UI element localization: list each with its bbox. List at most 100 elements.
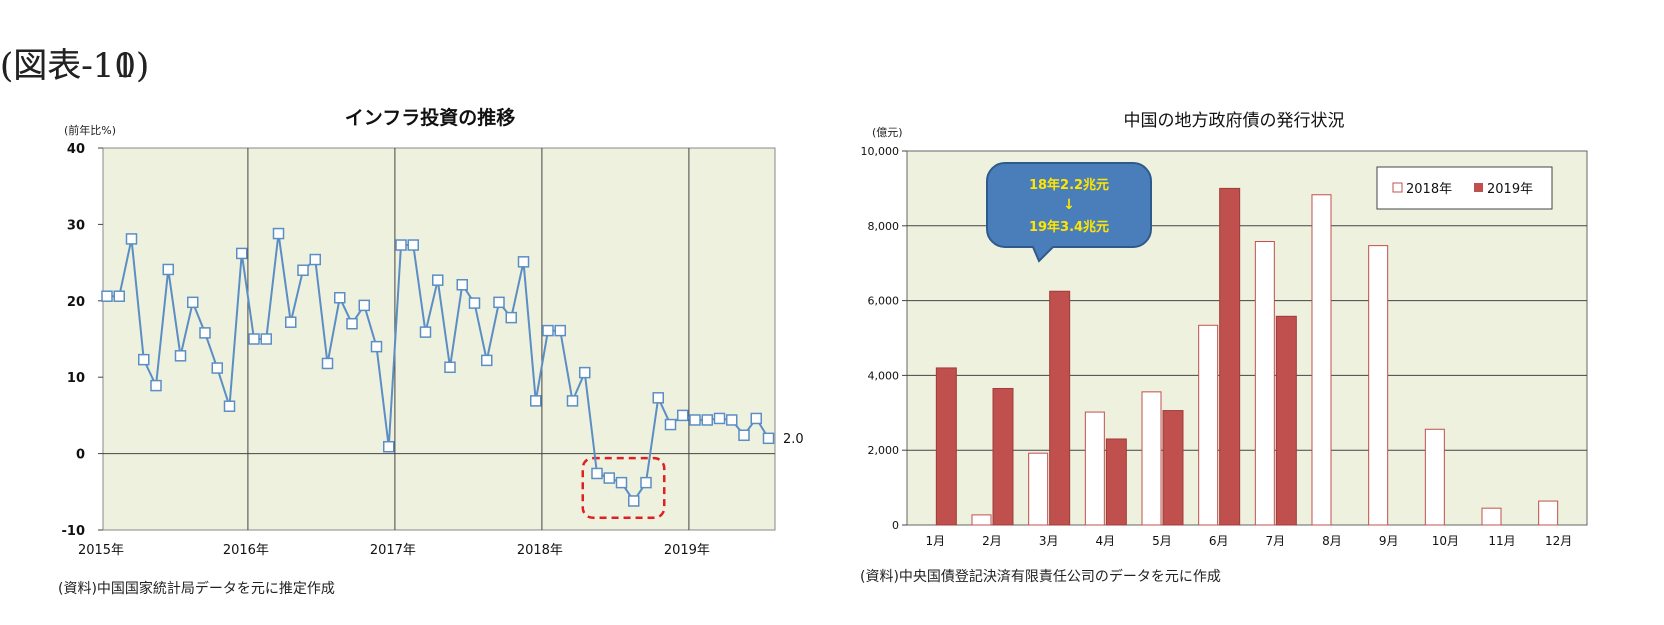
left-data-point — [211, 362, 223, 374]
legend-swatch-2019 — [1474, 183, 1483, 192]
figure-label-11: (図表-11) — [0, 46, 150, 86]
left-chart-unit: (前年比%) — [64, 123, 116, 137]
left-data-point — [652, 392, 664, 404]
left-data-point — [223, 400, 236, 412]
left-data-point — [468, 297, 481, 309]
legend-label-2018: 2018年 — [1406, 182, 1452, 197]
left-data-point — [689, 414, 701, 426]
left-data-point — [272, 227, 285, 240]
left-data-point — [187, 296, 199, 309]
right-x-tick-label: 6月 — [1209, 534, 1229, 548]
infrastructure-investment-chart: 2015年 2016年 2017年 2018年 2019年 -10 0 10 20 30 40 — [62, 142, 776, 558]
left-data-point — [321, 357, 334, 370]
right-bar-2018 — [1368, 245, 1389, 526]
left-data-point — [566, 395, 579, 407]
left-data-point — [125, 233, 138, 245]
right-bar-2018 — [971, 514, 992, 526]
left-data-point — [628, 495, 640, 507]
left-data-point — [726, 414, 738, 426]
left-chart-end-label: 2.0 — [783, 432, 804, 447]
figure-label-10: (図表-10) — [0, 46, 150, 86]
left-data-point — [517, 256, 530, 268]
legend-label-2019: 2019年 — [1487, 182, 1533, 197]
left-data-point — [138, 353, 150, 366]
left-data-point — [530, 395, 542, 407]
right-source-note: (資料)中央国債登記決済有限責任公司のデータを元に作成 — [860, 569, 1221, 585]
left-y-tick-label: 0 — [76, 448, 85, 463]
left-data-point — [481, 354, 493, 367]
left-data-point — [113, 290, 125, 302]
right-x-tick-label: 1月 — [926, 534, 946, 548]
left-data-point — [101, 290, 113, 302]
right-legend: 2018年 2019年 — [1376, 166, 1553, 210]
left-source-note: (資料)中国国家統計局データを元に推定作成 — [58, 581, 335, 597]
right-y-tick-label: 8,000 — [868, 220, 900, 233]
left-x-tick-label: 2017年 — [370, 543, 416, 558]
left-data-point — [334, 291, 346, 304]
left-data-point — [297, 264, 309, 276]
right-bar-2018 — [1311, 194, 1332, 526]
right-bar-2018 — [1028, 452, 1049, 526]
left-data-point — [248, 333, 260, 345]
left-data-point — [174, 350, 187, 362]
right-x-tick-label: 2月 — [982, 534, 1002, 548]
right-x-tick-label: 3月 — [1039, 534, 1059, 548]
left-data-point — [591, 467, 603, 480]
left-data-point — [677, 409, 689, 422]
legend-swatch-2018 — [1392, 182, 1403, 193]
left-x-tick-label: 2018年 — [517, 543, 563, 558]
left-data-point — [309, 253, 321, 266]
left-data-point — [554, 324, 566, 337]
left-data-point — [346, 317, 358, 330]
left-x-tick-label: 2019年 — [664, 543, 710, 558]
right-bar-2019 — [1049, 290, 1071, 526]
left-data-point — [444, 361, 456, 374]
left-x-tick-label: 2016年 — [223, 543, 269, 558]
right-bar-2018 — [1538, 500, 1559, 526]
local-bond-issuance-chart: 0 2,000 4,000 6,000 8,000 10,000 1月 2月 3月 4月 5月 6月 7… — [861, 145, 1588, 548]
right-x-tick-label: 5月 — [1152, 534, 1172, 548]
left-data-point — [579, 366, 591, 379]
left-y-tick-label: 30 — [67, 218, 85, 233]
left-data-point — [432, 274, 444, 286]
left-data-point — [370, 340, 383, 353]
right-bar-2019 — [992, 387, 1014, 526]
left-data-point — [762, 432, 775, 445]
left-data-point — [419, 326, 432, 338]
right-y-tick-label: 6,000 — [868, 295, 900, 308]
left-data-point — [701, 414, 713, 426]
left-data-point — [713, 412, 726, 425]
left-data-point — [750, 412, 762, 425]
callout-line1: 18年2.2兆元 — [1029, 177, 1109, 193]
left-data-point — [383, 440, 395, 453]
right-bar-2019 — [1105, 438, 1127, 526]
left-x-tick-label: 2015年 — [78, 543, 124, 558]
right-legend-box — [1376, 166, 1553, 210]
left-y-tick-label: 40 — [67, 142, 85, 157]
right-bar-2018 — [1424, 428, 1445, 526]
left-data-point — [738, 429, 750, 442]
left-data-point — [150, 379, 162, 392]
right-chart-unit: (億元) — [872, 126, 903, 139]
callout-arrow: ↓ — [1063, 197, 1075, 213]
callout-line2: 19年3.4兆元 — [1029, 219, 1109, 235]
left-data-point — [407, 239, 419, 251]
left-data-point — [260, 333, 272, 345]
left-data-point — [603, 472, 615, 484]
left-highlight-box — [581, 456, 666, 520]
right-x-tick-label: 12月 — [1545, 534, 1572, 548]
left-data-point — [162, 263, 174, 276]
left-chart-title: インフラ投資の推移 — [345, 106, 515, 129]
left-y-tick-label: 10 — [67, 371, 85, 386]
right-chart-title: 中国の地方政府債の発行状況 — [1124, 111, 1345, 131]
left-data-point — [505, 311, 517, 324]
right-x-tick-label: 4月 — [1096, 534, 1116, 548]
right-plot-area — [906, 150, 1588, 526]
left-data-point — [542, 324, 554, 337]
left-data-point — [395, 239, 407, 251]
right-y-tick-label: 10,000 — [861, 145, 900, 158]
right-bar-2019 — [1275, 315, 1297, 526]
right-bar-2018 — [1084, 411, 1105, 526]
right-bar-2018 — [1198, 324, 1219, 526]
